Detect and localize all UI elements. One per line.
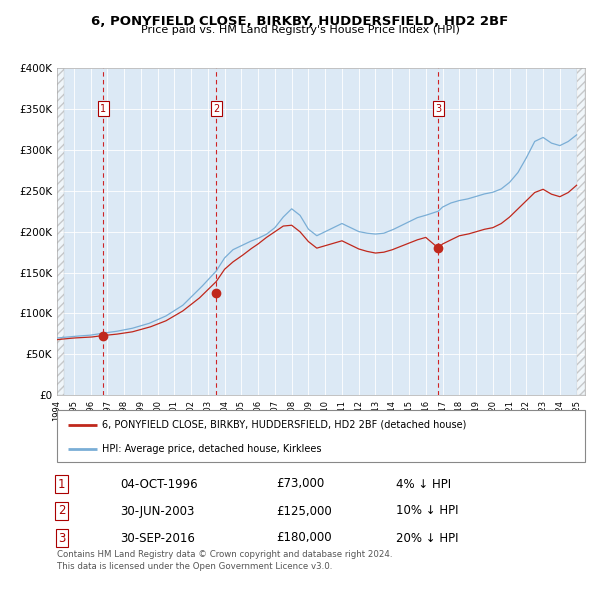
Text: 1: 1	[100, 104, 106, 114]
Text: 6, PONYFIELD CLOSE, BIRKBY, HUDDERSFIELD, HD2 2BF: 6, PONYFIELD CLOSE, BIRKBY, HUDDERSFIELD…	[91, 15, 509, 28]
Text: 3: 3	[435, 104, 442, 114]
Text: 4% ↓ HPI: 4% ↓ HPI	[396, 477, 451, 490]
Text: This data is licensed under the Open Government Licence v3.0.: This data is licensed under the Open Gov…	[57, 562, 332, 571]
Text: 20% ↓ HPI: 20% ↓ HPI	[396, 532, 458, 545]
Text: £125,000: £125,000	[276, 504, 332, 517]
Text: £180,000: £180,000	[276, 532, 332, 545]
Text: 10% ↓ HPI: 10% ↓ HPI	[396, 504, 458, 517]
Text: 30-JUN-2003: 30-JUN-2003	[120, 504, 194, 517]
Text: 30-SEP-2016: 30-SEP-2016	[120, 532, 195, 545]
Text: 1: 1	[58, 477, 65, 490]
FancyBboxPatch shape	[57, 410, 585, 462]
Text: 2: 2	[213, 104, 220, 114]
Text: £73,000: £73,000	[276, 477, 324, 490]
Text: 2: 2	[58, 504, 65, 517]
Text: Contains HM Land Registry data © Crown copyright and database right 2024.: Contains HM Land Registry data © Crown c…	[57, 550, 392, 559]
Text: 04-OCT-1996: 04-OCT-1996	[120, 477, 197, 490]
Text: Price paid vs. HM Land Registry's House Price Index (HPI): Price paid vs. HM Land Registry's House …	[140, 25, 460, 35]
Text: HPI: Average price, detached house, Kirklees: HPI: Average price, detached house, Kirk…	[102, 444, 322, 454]
Text: 3: 3	[58, 532, 65, 545]
Text: 6, PONYFIELD CLOSE, BIRKBY, HUDDERSFIELD, HD2 2BF (detached house): 6, PONYFIELD CLOSE, BIRKBY, HUDDERSFIELD…	[102, 419, 466, 430]
